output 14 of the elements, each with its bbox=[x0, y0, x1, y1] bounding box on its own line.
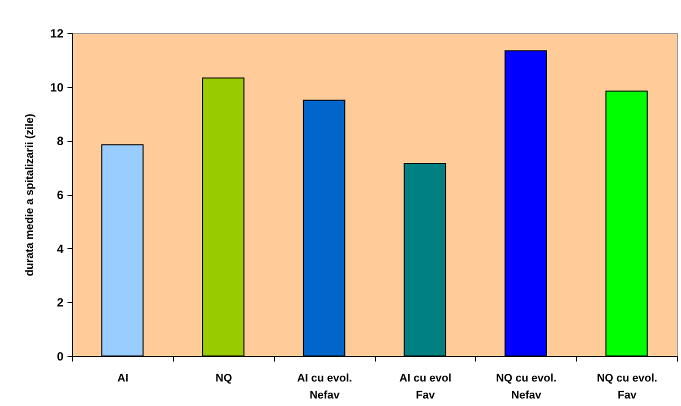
y-tick-label: 0 bbox=[56, 350, 64, 364]
x-tick-label: NQ cu evol. Fav bbox=[596, 372, 658, 402]
x-tick-label: NQ bbox=[216, 372, 232, 384]
y-tick-label: 8 bbox=[56, 134, 64, 148]
x-tick-label: AI cu evol. Nefav bbox=[297, 372, 352, 402]
y-tick-label: 10 bbox=[50, 80, 64, 94]
y-tick-label: 12 bbox=[50, 26, 64, 40]
x-tick-label: NQ cu evol. Nefav bbox=[496, 372, 557, 402]
y-tick-label: 4 bbox=[56, 242, 64, 256]
y-tick-label: 2 bbox=[56, 296, 64, 310]
y-axis-title: durata medie a spitalizarii (zile) bbox=[24, 113, 36, 276]
y-tick-label: 6 bbox=[56, 188, 64, 202]
x-tick-label: AI bbox=[117, 372, 128, 384]
x-tick-label: AI cu evol Fav bbox=[399, 372, 452, 402]
